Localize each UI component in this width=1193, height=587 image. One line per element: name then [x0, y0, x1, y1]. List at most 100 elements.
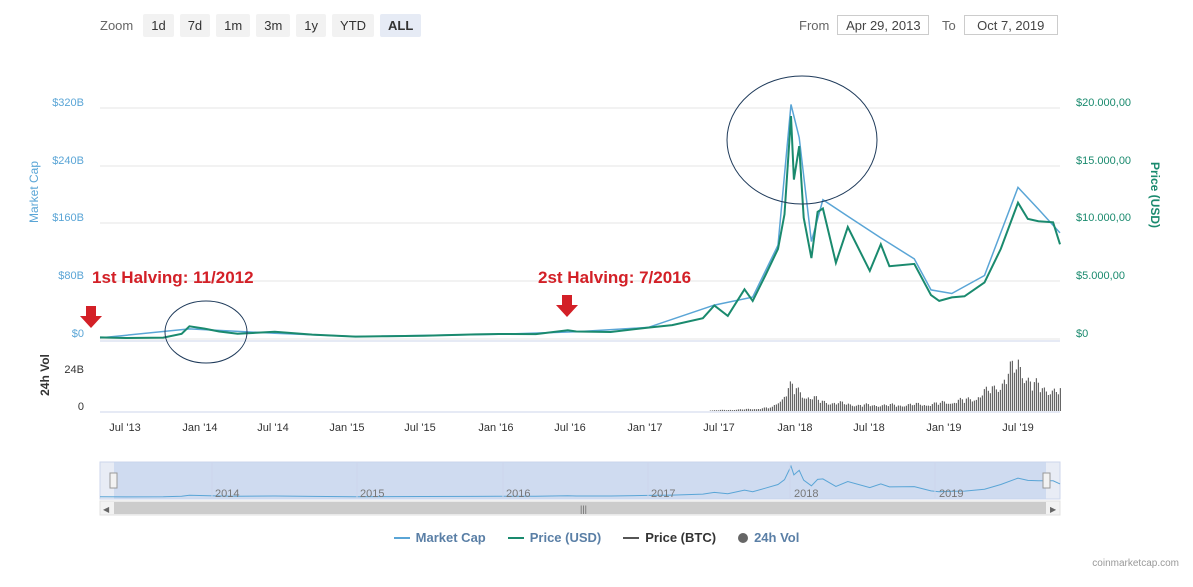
navigator-year-label: 2015 — [360, 488, 384, 500]
zoom-1m-button[interactable]: 1m — [216, 13, 251, 37]
x-tick-label: Jul '14 — [257, 422, 288, 434]
volume-bar — [1029, 381, 1031, 411]
volume-bar — [889, 404, 891, 411]
volume-bar — [727, 410, 729, 411]
date-range-to: To Oct 7, 2019 — [942, 13, 1058, 37]
volume-bar — [761, 408, 763, 411]
volume-bar — [959, 397, 961, 411]
volume-bar — [831, 403, 833, 411]
volume-bar — [945, 403, 947, 411]
volume-bar — [867, 404, 869, 411]
volume-bar — [851, 405, 853, 411]
date-range-from: From Apr 29, 2013 — [799, 13, 930, 37]
x-tick-label: Jul '18 — [853, 422, 884, 434]
legend-item-market-cap[interactable]: Market Cap — [393, 530, 486, 545]
volume-bar — [747, 408, 749, 411]
navigator-year-label: 2019 — [939, 488, 963, 500]
volume-bar — [983, 389, 985, 411]
volume-bar — [769, 407, 771, 411]
right-tick-label: $15.000,00 — [1076, 155, 1131, 167]
scrollbar-grip-icon: ||| — [580, 504, 587, 514]
zoom-ytd-button[interactable]: YTD — [332, 13, 375, 37]
volume-bar — [781, 399, 783, 411]
x-tick-label: Jul '19 — [1002, 422, 1033, 434]
volume-bar — [1057, 394, 1059, 411]
left-tick-label: $80B — [58, 270, 84, 282]
volume-bar — [753, 409, 755, 411]
volume-bar — [827, 404, 829, 411]
right-tick-label: $10.000,00 — [1076, 212, 1131, 224]
volume-bar — [801, 397, 803, 411]
scroll-right-arrow-icon[interactable]: ▶ — [1050, 505, 1057, 514]
volume-bar — [913, 404, 915, 411]
volume-axis-title: 24h Vol — [38, 354, 52, 396]
volume-bar — [969, 399, 971, 411]
x-tick-label: Jul '17 — [703, 422, 734, 434]
volume-bar — [939, 402, 941, 411]
legend-item-24h-vol[interactable]: 24h Vol — [738, 530, 799, 545]
volume-bar — [1055, 392, 1057, 411]
to-label: To — [942, 17, 956, 33]
volume-tick-label: 24B — [64, 364, 84, 376]
zoom-7d-button[interactable]: 7d — [179, 13, 211, 37]
to-date-input[interactable]: Oct 7, 2019 — [963, 15, 1058, 35]
volume-bar — [815, 396, 817, 411]
zoom-bar: Zoom 1d 7d 1m 3m 1y YTD ALL — [100, 13, 422, 37]
from-date-input[interactable]: Apr 29, 2013 — [837, 15, 930, 35]
volume-bar — [1035, 378, 1037, 411]
volume-bar — [847, 403, 849, 411]
volume-bar — [951, 403, 953, 411]
legend-item-price-btc[interactable]: Price (BTC) — [623, 530, 716, 545]
volume-bar — [1005, 384, 1007, 411]
volume-bar — [1031, 390, 1033, 411]
x-tick-label: Jul '16 — [554, 422, 585, 434]
volume-bar — [901, 406, 903, 411]
volume-bar — [1047, 395, 1049, 411]
volume-bar — [1043, 387, 1045, 411]
volume-bar — [819, 402, 821, 411]
zoom-all-button[interactable]: ALL — [380, 13, 422, 37]
volume-bar — [1049, 394, 1051, 411]
volume-bar — [721, 409, 723, 411]
volume-bar — [1007, 373, 1009, 411]
volume-bar — [995, 389, 997, 411]
zoom-1y-button[interactable]: 1y — [296, 13, 327, 37]
volume-bar — [971, 401, 973, 411]
from-label: From — [799, 17, 830, 33]
navigator[interactable]: 2014 2015 2016 2017 2018 2019 ||| ◀ ▶ — [99, 461, 1061, 516]
x-tick-label: Jan '14 — [182, 422, 217, 434]
navigator-year-label: 2014 — [215, 488, 239, 500]
volume-bar — [929, 406, 931, 411]
halving-2-label: 2st Halving: 7/2016 — [538, 268, 691, 287]
volume-bar — [737, 409, 739, 411]
navigator-right-handle[interactable] — [1042, 472, 1051, 489]
navigator-selection[interactable] — [114, 462, 1046, 499]
legend-item-price-usd[interactable]: Price (USD) — [507, 530, 601, 545]
legend-label: Price (BTC) — [645, 530, 717, 545]
volume-bar — [961, 399, 963, 411]
left-tick-label: $320B — [52, 97, 84, 109]
legend-label: Market Cap — [415, 530, 486, 545]
volume-bar — [779, 401, 781, 411]
x-tick-label: Jul '15 — [404, 422, 435, 434]
volume-bar — [767, 408, 769, 411]
chart-legend: Market Cap Price (USD) Price (BTC) 24h V… — [0, 530, 1193, 545]
volume-bar — [893, 404, 895, 411]
volume-bar — [1051, 390, 1053, 411]
x-tick-label: Jan '15 — [329, 422, 364, 434]
volume-bar — [947, 403, 949, 411]
volume-bar — [967, 397, 969, 411]
navigator-left-handle[interactable] — [109, 472, 118, 489]
x-tick-label: Jul '13 — [109, 422, 140, 434]
scrollbar-thumb[interactable] — [114, 502, 1046, 514]
zoom-1d-button[interactable]: 1d — [143, 13, 174, 37]
volume-bar — [793, 394, 795, 411]
scroll-left-arrow-icon[interactable]: ◀ — [103, 505, 110, 514]
x-tick-label: Jan '16 — [478, 422, 513, 434]
volume-bar — [987, 390, 989, 411]
zoom-3m-button[interactable]: 3m — [256, 13, 291, 37]
volume-bar — [991, 386, 993, 411]
volume-bar — [935, 402, 937, 411]
volume-bar — [989, 393, 991, 411]
